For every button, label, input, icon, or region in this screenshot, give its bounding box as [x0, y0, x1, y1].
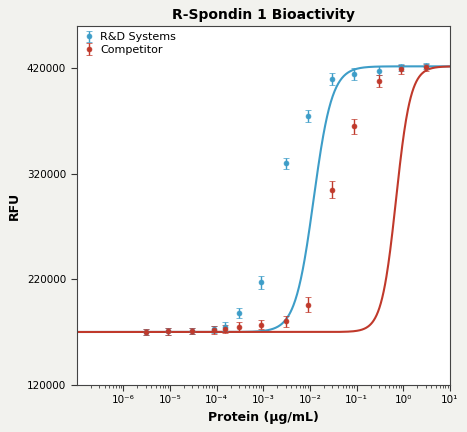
X-axis label: Protein (μg/mL): Protein (μg/mL) — [208, 411, 318, 424]
Title: R-Spondin 1 Bioactivity: R-Spondin 1 Bioactivity — [172, 8, 355, 22]
Legend: R&D Systems, Competitor: R&D Systems, Competitor — [80, 30, 178, 57]
Y-axis label: RFU: RFU — [8, 191, 21, 219]
